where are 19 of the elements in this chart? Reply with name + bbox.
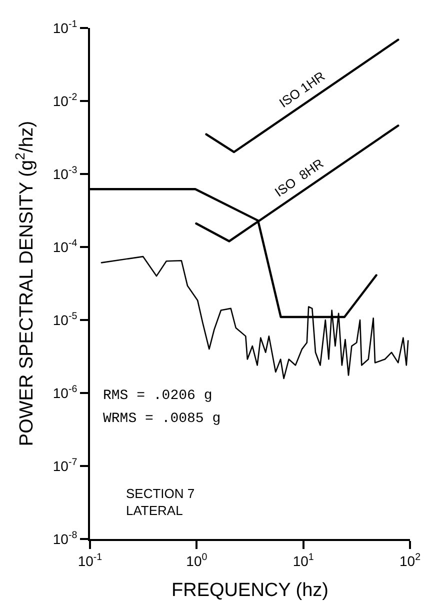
x-axis-title: FREQUENCY (hz) <box>172 580 328 602</box>
annotation: SECTION 7 <box>126 486 195 501</box>
annotation: LATERAL <box>126 503 183 518</box>
y-tick-label: 10$^{-6}$ <box>52 384 78 401</box>
y-tick-label: 10$^{-4}$ <box>52 238 78 255</box>
y-tick-label: 10$^{-5}$ <box>52 311 78 328</box>
y-tick-label: 10$^{-8}$ <box>52 530 78 547</box>
x-tick-label: 10$^{2}$ <box>399 552 421 569</box>
x-tick-label: 10$^{1}$ <box>292 552 314 569</box>
annotation: WRMS = .0085 g <box>103 411 221 427</box>
annotation: RMS = .0206 g <box>103 388 212 404</box>
x-tick-label: 10$^{0}$ <box>186 552 208 569</box>
y-tick-label: 10$^{-1}$ <box>52 19 78 36</box>
text: ISO 8HR <box>272 156 326 200</box>
y-tick-label: 10$^{-2}$ <box>52 92 78 109</box>
x-tick-label: 10$^{-1}$ <box>78 552 102 569</box>
y-tick-label: 10$^{-7}$ <box>52 457 78 474</box>
y-tick-label: 10$^{-3}$ <box>52 165 78 182</box>
text: ISO 1HR <box>276 68 328 110</box>
